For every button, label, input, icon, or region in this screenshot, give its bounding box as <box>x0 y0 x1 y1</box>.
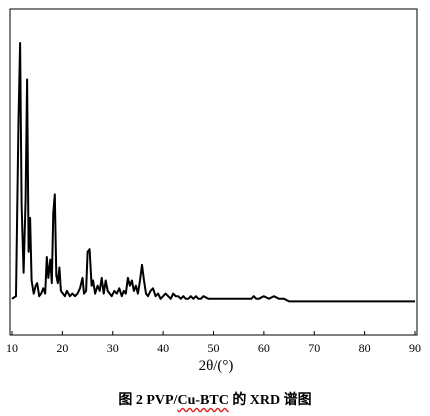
x-tick-label: 70 <box>308 341 320 355</box>
plot-frame <box>9 8 418 336</box>
xrd-pattern-line <box>11 42 415 303</box>
x-axis-label: 2θ/(°) <box>199 358 234 374</box>
x-tick-label: 40 <box>157 341 169 355</box>
x-tick-label: 60 <box>258 341 270 355</box>
caption-suffix: 的 XRD 谱图 <box>228 393 312 408</box>
x-tick-label: 90 <box>409 341 421 355</box>
x-axis-ticks: 10 20 30 40 50 60 70 80 90 <box>6 331 421 355</box>
x-tick-label: 50 <box>208 341 220 355</box>
x-tick-label: 80 <box>359 341 371 355</box>
xrd-chart: 10 20 30 40 50 60 70 80 90 2θ/(°) <box>6 8 421 374</box>
x-tick-label: 10 <box>6 341 18 355</box>
caption-prefix: 图 2 PVP/ <box>118 393 178 408</box>
x-tick-label: 30 <box>107 341 119 355</box>
caption-material: Cu-BTC <box>177 393 229 408</box>
figure-caption: 图 2 PVP/Cu-BTC 的 XRD 谱图 <box>0 389 430 409</box>
x-tick-label: 20 <box>56 341 68 355</box>
